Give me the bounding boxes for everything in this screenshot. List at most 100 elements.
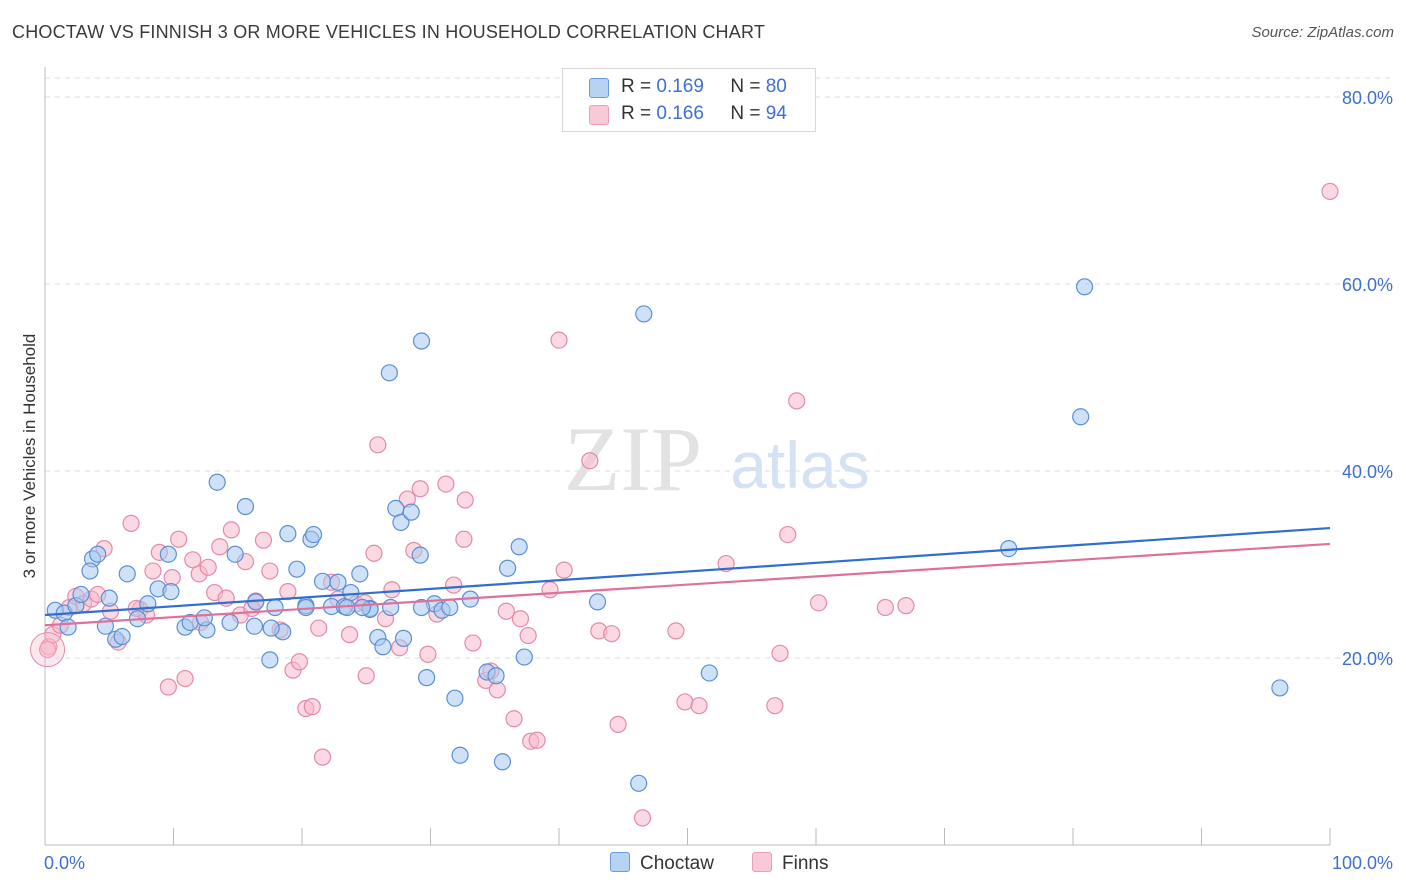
choctaw-point bbox=[262, 619, 280, 637]
finns-point bbox=[222, 521, 240, 539]
choctaw-point bbox=[515, 648, 533, 666]
watermark: ZIP atlas bbox=[564, 408, 870, 510]
finns-point bbox=[1321, 182, 1339, 201]
finns-point bbox=[445, 576, 463, 594]
finns-point bbox=[254, 531, 273, 549]
choctaw-point bbox=[59, 618, 77, 636]
finns-point bbox=[211, 538, 229, 556]
choctaw-point bbox=[304, 525, 323, 544]
choctaw-point bbox=[588, 593, 607, 611]
finns-point bbox=[541, 581, 559, 599]
finns-point bbox=[766, 697, 784, 715]
choctaw-point bbox=[208, 473, 226, 491]
choctaw-point bbox=[113, 627, 131, 646]
finns-point bbox=[897, 597, 915, 615]
finns-point bbox=[497, 602, 515, 620]
choctaw-point bbox=[118, 565, 136, 583]
choctaw-point bbox=[313, 572, 332, 590]
choctaw-trend-line bbox=[44, 526, 1331, 617]
bottom-legend-finns: Finns bbox=[752, 852, 828, 875]
choctaw-point bbox=[351, 565, 369, 583]
finns-point bbox=[667, 622, 685, 640]
choctaw-point bbox=[499, 559, 517, 577]
axis-layer bbox=[44, 67, 1331, 846]
choctaw-point bbox=[630, 774, 648, 792]
y-tick-label: 40.0% bbox=[1342, 462, 1393, 482]
finns-point bbox=[505, 710, 523, 728]
choctaw-point bbox=[412, 332, 431, 350]
choctaw-point bbox=[353, 598, 371, 617]
choctaw-point bbox=[402, 503, 420, 521]
choctaw-point bbox=[374, 638, 392, 656]
choctaw-point bbox=[1271, 679, 1289, 697]
finns-point bbox=[290, 653, 309, 671]
finns-point bbox=[383, 581, 401, 599]
legend-r-value: 0.169 bbox=[656, 76, 704, 97]
finns-point bbox=[170, 530, 188, 548]
choctaw-point bbox=[487, 667, 505, 685]
finns-point bbox=[38, 640, 57, 659]
finns-point bbox=[676, 693, 694, 711]
legend-n-label: N = bbox=[730, 103, 761, 124]
choctaw-point bbox=[635, 305, 653, 323]
finns-point bbox=[159, 678, 177, 696]
legend-r-label: R = bbox=[621, 76, 652, 97]
choctaw-point bbox=[159, 545, 177, 563]
finns-point bbox=[340, 626, 359, 644]
finns-point bbox=[144, 562, 162, 580]
finns-point bbox=[771, 644, 789, 662]
finns-point bbox=[455, 530, 473, 548]
legend-swatch-finns bbox=[589, 105, 609, 125]
choctaw-point bbox=[236, 497, 255, 516]
finns-point bbox=[779, 525, 797, 544]
bottom-legend-swatch-finns bbox=[752, 852, 772, 872]
finns-point bbox=[437, 475, 455, 493]
y-axis-label: 3 or more Vehicles in Household bbox=[20, 333, 39, 579]
finns-point bbox=[176, 669, 194, 688]
legend: R = 0.169 N = 80 R = 0.166 N = 94 bbox=[562, 68, 816, 132]
choctaw-point bbox=[392, 513, 410, 532]
chart-title: CHOCTAW VS FINNISH 3 OR MORE VEHICLES IN… bbox=[12, 22, 766, 42]
bottom-legend-choctaw: Choctaw bbox=[610, 852, 714, 875]
finns-point bbox=[261, 562, 279, 580]
x-tick-label: 0.0% bbox=[44, 853, 85, 873]
choctaw-point bbox=[411, 546, 429, 564]
finns-point bbox=[456, 491, 474, 509]
choctaw-point bbox=[195, 609, 213, 627]
choctaw-point bbox=[245, 617, 264, 635]
finns-point bbox=[581, 452, 599, 470]
choctaw-point bbox=[288, 560, 306, 578]
legend-swatch-choctaw bbox=[589, 78, 609, 98]
choctaw-point bbox=[162, 583, 180, 601]
finns-point bbox=[184, 551, 202, 569]
finns-point bbox=[411, 480, 429, 498]
finns-point bbox=[603, 625, 621, 643]
choctaw-point bbox=[329, 573, 347, 591]
choctaw-point bbox=[510, 538, 528, 556]
bottom-legend-label-finns: Finns bbox=[782, 853, 829, 874]
choctaw-point bbox=[412, 598, 431, 617]
choctaw-point bbox=[382, 598, 400, 617]
finns-point bbox=[609, 715, 627, 733]
finns-point bbox=[310, 619, 328, 637]
choctaw-point bbox=[279, 525, 297, 543]
finns-point bbox=[199, 558, 217, 576]
legend-r-value: 0.166 bbox=[656, 103, 704, 124]
finns-point bbox=[464, 634, 482, 652]
choctaw-point bbox=[441, 598, 459, 617]
choctaw-point bbox=[1072, 408, 1090, 426]
legend-n-value: 94 bbox=[765, 103, 787, 124]
choctaw-point bbox=[493, 753, 512, 771]
bottom-legend-swatch-choctaw bbox=[610, 852, 630, 872]
tick-labels: 20.0% 40.0% 60.0% 80.0% 0.0% 100.0% bbox=[44, 88, 1393, 873]
choctaw-point bbox=[446, 689, 464, 707]
trend-lines bbox=[44, 526, 1331, 627]
bottom-legend-label-choctaw: Choctaw bbox=[640, 853, 714, 874]
finns-cluster-point bbox=[30, 632, 66, 668]
choctaw-point bbox=[72, 585, 90, 604]
x-tick-label: 100.0% bbox=[1332, 853, 1393, 873]
finns-point bbox=[303, 698, 321, 716]
choctaw-point bbox=[261, 651, 279, 669]
finns-point bbox=[419, 645, 437, 663]
y-tick-label: 60.0% bbox=[1342, 275, 1393, 295]
